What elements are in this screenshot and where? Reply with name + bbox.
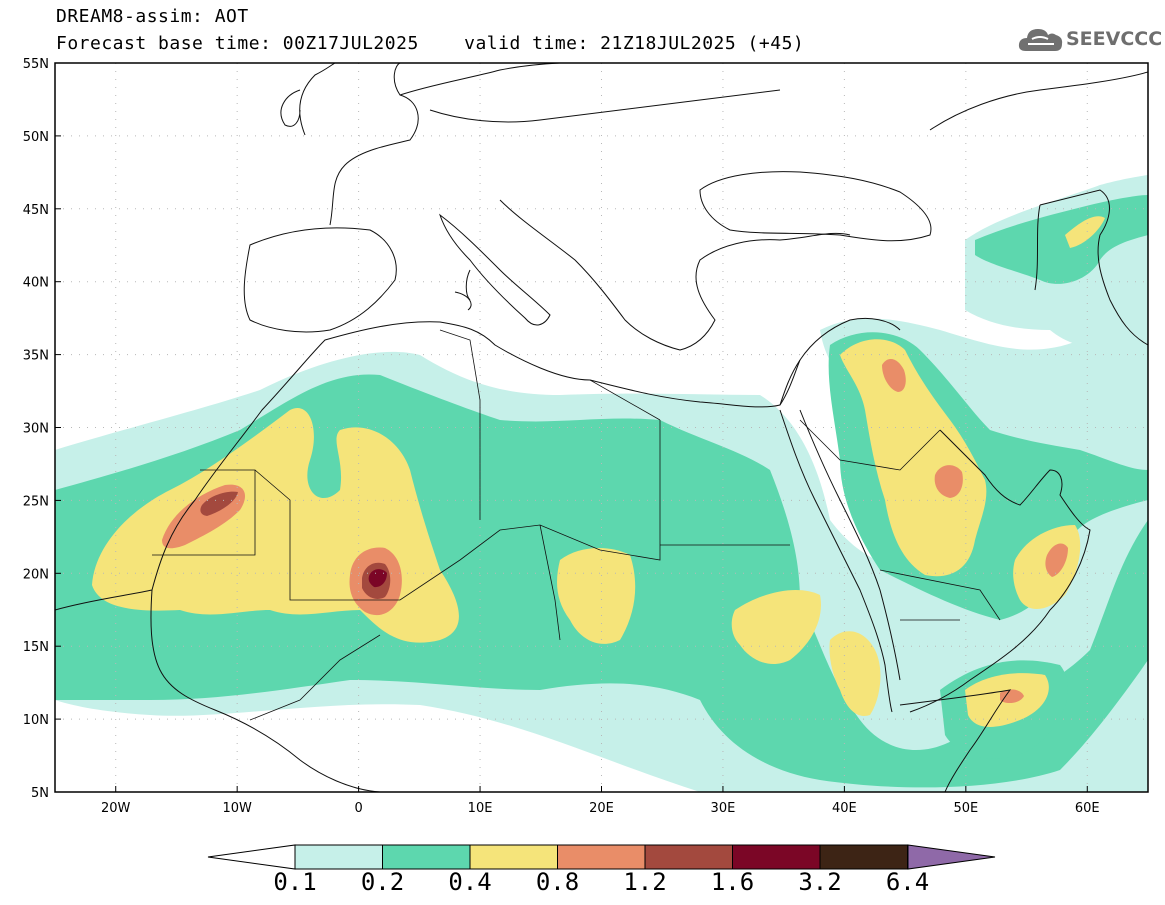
coastlines xyxy=(55,63,1148,792)
coast-gulf xyxy=(909,429,1091,713)
lat-tick-label: 5N xyxy=(31,786,49,801)
colorbar-label: 0.4 xyxy=(448,868,492,896)
lat-tick-label: 20N xyxy=(23,567,49,582)
coast-horn xyxy=(899,689,1012,792)
colorbar-label: 1.2 xyxy=(623,868,667,896)
aot-level-0.4-arabia xyxy=(840,339,987,577)
aot-level-0.8-oman xyxy=(1045,543,1068,577)
aot-level-0.4-redsea xyxy=(829,631,881,716)
aot-level-0.8-yemen xyxy=(1000,689,1024,704)
colorbar-box xyxy=(819,844,908,870)
forecast-time-label: Forecast base time: 00Z17JUL2025 valid t… xyxy=(56,33,805,54)
colorbar-box xyxy=(644,844,733,870)
lat-tick-label: 45N xyxy=(23,203,49,218)
colorbar-label: 6.4 xyxy=(885,868,930,896)
coast-levant xyxy=(779,317,901,406)
lat-tick-label: 55N xyxy=(23,57,49,72)
aot-level-1.2-mauritania xyxy=(200,491,238,516)
colorbar-high-triangle xyxy=(907,844,996,870)
aot-level-0.2-caspian xyxy=(975,195,1148,284)
border-lines xyxy=(152,329,1001,721)
lon-tick-label: 40E xyxy=(832,801,857,816)
colorbar-box xyxy=(469,844,558,870)
lat-tick-label: 50N xyxy=(23,130,49,145)
coast-nw-africa xyxy=(55,321,801,611)
aot-level-0.4-caspian xyxy=(1065,216,1105,248)
lon-tick-label: 60E xyxy=(1075,801,1100,816)
coast-iberia xyxy=(243,227,397,333)
lat-tick-label: 35N xyxy=(23,349,49,364)
coast-west-africa xyxy=(150,589,381,792)
coast-france-uk xyxy=(280,63,419,226)
aot-level-0.8-gulf xyxy=(934,465,963,498)
colorbar-label: 0.1 xyxy=(273,868,317,896)
colorbar-box xyxy=(557,844,646,870)
colorbar-label: 0.2 xyxy=(360,868,405,896)
aot-fields xyxy=(55,175,1148,792)
coast-italy xyxy=(439,213,551,326)
colorbar-label: 3.2 xyxy=(798,868,842,896)
latitude-labels: 55N 50N 45N 40N 35N 30N 25N 20N 15N 10N 5N xyxy=(23,57,49,801)
lat-tick-label: 30N xyxy=(23,422,49,437)
lon-tick-label: 10W xyxy=(222,801,252,816)
coast-north-europe xyxy=(399,63,1148,131)
colorbar-label: 0.8 xyxy=(535,868,580,896)
colorbar-box xyxy=(382,844,471,870)
colorbar xyxy=(207,844,996,870)
colorbar-low-triangle xyxy=(207,844,296,870)
aot-level-0.1-middleeast xyxy=(820,210,1148,520)
coast-black-sea xyxy=(699,171,932,242)
coast-red-sea xyxy=(779,409,901,713)
coast-caspian xyxy=(1034,189,1148,346)
map-title: DREAM8-assim: AOT xyxy=(56,6,249,27)
lon-tick-label: 0 xyxy=(354,801,362,816)
lat-tick-label: 10N xyxy=(23,713,49,728)
colorbar-boxes xyxy=(294,844,908,870)
coast-balkans xyxy=(499,199,851,351)
lon-tick-label: 20E xyxy=(589,801,614,816)
longitude-labels: 20W 10W 0 10E 20E 30E 40E 50E 60E xyxy=(101,801,1100,816)
lon-tick-label: 20W xyxy=(101,801,131,816)
aot-level-0.4-sudan xyxy=(731,590,821,665)
lat-tick-label: 25N xyxy=(23,494,49,509)
colorbar-box xyxy=(294,844,383,870)
aot-level-1.6-mali xyxy=(368,569,387,588)
logo-text: SEEVCCC xyxy=(1066,28,1163,50)
lon-tick-label: 50E xyxy=(953,801,978,816)
lat-tick-label: 40N xyxy=(23,276,49,291)
cloud-icon xyxy=(1018,29,1063,51)
colorbar-box xyxy=(732,844,821,870)
aot-level-0.8-iraq xyxy=(882,358,906,392)
axis-ticks xyxy=(55,62,1088,793)
colorbar-label: 1.6 xyxy=(710,868,755,896)
aot-level-0.4-chad xyxy=(557,548,636,644)
lon-tick-label: 30E xyxy=(711,801,736,816)
seevccc-logo: SEEVCCC xyxy=(1018,22,1162,58)
lat-tick-label: 15N xyxy=(23,640,49,655)
lon-tick-label: 10E xyxy=(468,801,493,816)
